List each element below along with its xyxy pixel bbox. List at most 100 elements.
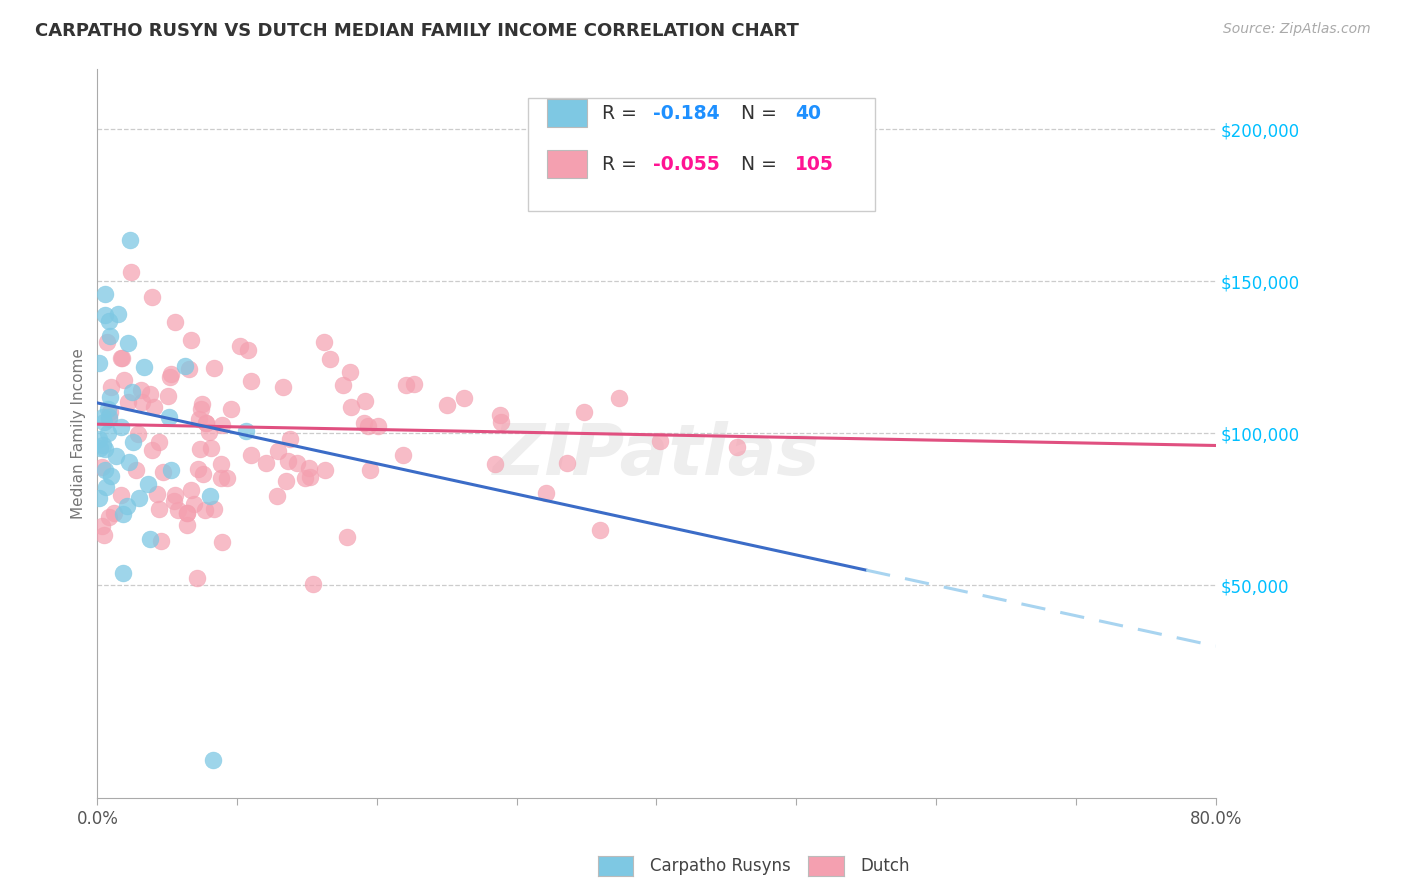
Point	[367, 418, 389, 433]
Point	[215, 471, 238, 485]
Point	[299, 470, 322, 484]
Point	[589, 523, 612, 537]
Point	[271, 380, 294, 394]
Point	[98, 390, 121, 404]
Text: 40: 40	[796, 103, 821, 122]
Point	[536, 485, 558, 500]
Point	[160, 463, 183, 477]
Text: -0.184: -0.184	[654, 103, 720, 122]
Point	[122, 435, 145, 450]
Point	[159, 370, 181, 384]
Point	[219, 402, 242, 417]
Point	[194, 416, 217, 430]
Point	[165, 315, 187, 329]
Point	[360, 462, 382, 476]
Point	[402, 376, 425, 391]
Point	[190, 442, 212, 457]
Point	[110, 351, 132, 365]
Point	[340, 400, 363, 414]
Point	[148, 502, 170, 516]
Point	[125, 463, 148, 477]
Point	[453, 391, 475, 405]
Point	[186, 571, 208, 585]
Point	[89, 442, 111, 456]
Point	[180, 483, 202, 497]
Point	[555, 456, 578, 470]
Point	[94, 287, 117, 301]
Point	[156, 389, 179, 403]
Point	[195, 416, 218, 430]
Text: R =: R =	[602, 154, 643, 174]
Point	[141, 443, 163, 458]
Point	[176, 506, 198, 520]
Point	[100, 380, 122, 394]
Point	[339, 366, 361, 380]
Point	[97, 402, 120, 417]
Point	[336, 531, 359, 545]
Point	[174, 359, 197, 373]
Point	[111, 508, 134, 522]
Point	[127, 426, 149, 441]
Point	[357, 419, 380, 434]
Point	[118, 455, 141, 469]
Point	[93, 442, 115, 456]
Point	[131, 395, 153, 409]
Point	[110, 487, 132, 501]
Point	[166, 503, 188, 517]
Point	[314, 463, 336, 477]
Point	[235, 424, 257, 438]
Point	[129, 384, 152, 398]
Text: Source: ZipAtlas.com: Source: ZipAtlas.com	[1223, 22, 1371, 37]
Point	[332, 378, 354, 392]
Point	[94, 463, 117, 477]
Point	[97, 425, 120, 440]
Point	[278, 433, 301, 447]
Point	[146, 486, 169, 500]
Point	[157, 409, 180, 424]
Point	[93, 409, 115, 424]
Point	[93, 308, 115, 322]
Point	[190, 397, 212, 411]
Point	[97, 411, 120, 425]
Point	[120, 265, 142, 279]
Point	[274, 474, 297, 488]
Point	[211, 458, 233, 472]
Point	[180, 334, 202, 348]
Point	[94, 480, 117, 494]
Point	[648, 434, 671, 448]
Point	[143, 401, 166, 415]
Point	[294, 471, 316, 485]
Point	[353, 393, 375, 408]
Point	[236, 343, 259, 357]
Point	[572, 405, 595, 419]
Point	[200, 442, 222, 456]
Point	[254, 456, 277, 470]
Point	[176, 518, 198, 533]
Point	[198, 425, 221, 439]
Point	[277, 453, 299, 467]
FancyBboxPatch shape	[547, 150, 588, 178]
Text: R =: R =	[602, 103, 643, 122]
Point	[120, 233, 142, 247]
Point	[607, 392, 630, 406]
Point	[90, 460, 112, 475]
Point	[285, 456, 308, 470]
Point	[267, 443, 290, 458]
Point	[489, 415, 512, 429]
Point	[202, 361, 225, 376]
Point	[179, 362, 201, 376]
Point	[105, 449, 128, 463]
FancyBboxPatch shape	[527, 98, 875, 211]
Point	[191, 467, 214, 482]
Point	[160, 367, 183, 381]
Point	[183, 497, 205, 511]
Point	[484, 457, 506, 471]
Point	[134, 360, 156, 375]
Point	[87, 432, 110, 446]
Point	[312, 335, 335, 350]
Text: 105: 105	[796, 154, 834, 174]
Point	[202, 753, 225, 767]
Point	[190, 402, 212, 417]
Point	[209, 471, 232, 485]
Point	[87, 491, 110, 505]
